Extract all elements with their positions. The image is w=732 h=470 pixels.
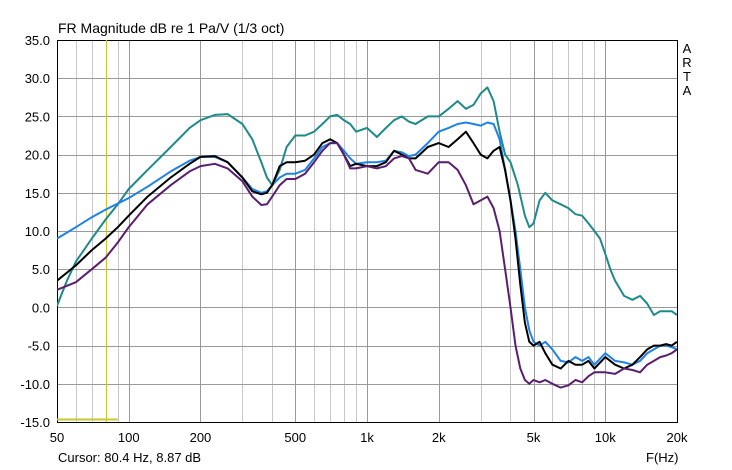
y-tick-label: 30.0 <box>25 71 50 86</box>
x-tick-label: 500 <box>284 430 306 445</box>
x-tick-label: 20k <box>667 430 688 445</box>
x-tick-label: 1k <box>360 430 374 445</box>
y-tick-label: -10.0 <box>20 377 50 392</box>
cursor-readout: Cursor: 80.4 Hz, 8.87 dB <box>58 450 202 465</box>
y-tick-label: 10.0 <box>25 224 50 239</box>
y-tick-label: 0.0 <box>32 300 50 315</box>
y-tick-label: 15.0 <box>25 186 50 201</box>
x-tick-label: 10k <box>595 430 616 445</box>
watermark-letter: A <box>682 41 692 56</box>
x-tick-label: 50 <box>50 430 64 445</box>
series-line <box>57 142 677 389</box>
x-axis-unit-label: F(Hz) <box>646 450 679 465</box>
y-tick-label: 35.0 <box>25 33 50 48</box>
watermark-letter: A <box>682 83 692 98</box>
chart-title: FR Magnitude dB re 1 Pa/V (1/3 oct) <box>58 20 285 36</box>
y-tick-label: -15.0 <box>20 415 50 430</box>
y-tick-label: 25.0 <box>25 109 50 124</box>
y-tick-label: 5.0 <box>32 262 50 277</box>
x-tick-label: 100 <box>118 430 140 445</box>
y-tick-label: 20.0 <box>25 148 50 163</box>
x-tick-label: 2k <box>432 430 446 445</box>
x-tick-label: 200 <box>190 430 212 445</box>
series-line <box>57 86 677 316</box>
watermark-letter: R <box>682 55 692 70</box>
series-line <box>57 130 677 370</box>
x-tick-label: 5k <box>527 430 541 445</box>
y-tick-label: -5.0 <box>28 339 50 354</box>
arta-watermark: A R T A <box>681 42 693 98</box>
watermark-letter: T <box>683 69 691 84</box>
plot-frame <box>57 40 678 423</box>
